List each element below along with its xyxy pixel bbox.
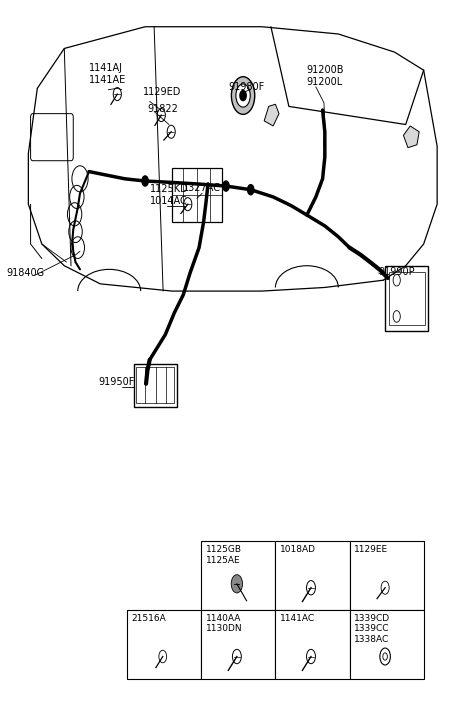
Text: 91840G: 91840G (6, 268, 44, 278)
Circle shape (142, 176, 148, 186)
Text: 1129EE: 1129EE (353, 545, 387, 554)
Circle shape (235, 84, 250, 107)
Circle shape (380, 581, 388, 594)
Text: 1339CD
1339CC
1338AC: 1339CD 1339CC 1338AC (353, 614, 389, 644)
Bar (201, 541, 275, 610)
Circle shape (239, 90, 246, 100)
Circle shape (157, 108, 165, 121)
Text: 21516A: 21516A (131, 614, 166, 623)
Text: 1125KD
1014AC: 1125KD 1014AC (149, 184, 188, 206)
Bar (385, 266, 427, 331)
Polygon shape (263, 104, 278, 126)
Bar (133, 364, 176, 407)
Circle shape (158, 650, 166, 663)
Circle shape (231, 574, 242, 593)
Circle shape (306, 649, 315, 664)
Bar (349, 541, 423, 610)
Circle shape (193, 179, 199, 189)
Text: 91980F: 91980F (228, 82, 264, 92)
Text: 1129ED: 1129ED (143, 87, 181, 97)
Text: 91950F: 91950F (98, 377, 134, 387)
Text: 91990P: 91990P (378, 267, 414, 276)
Circle shape (247, 185, 253, 195)
Bar (388, 271, 423, 325)
Text: 1125GB
1125AE: 1125GB 1125AE (205, 545, 241, 565)
Text: 1141AJ
1141AE: 1141AJ 1141AE (89, 63, 126, 84)
Circle shape (167, 125, 175, 138)
Bar (275, 610, 349, 678)
Text: 91822: 91822 (147, 104, 178, 113)
Bar (275, 541, 349, 610)
Bar (127, 610, 201, 678)
Bar (349, 610, 423, 678)
Text: 1140AA
1130DN: 1140AA 1130DN (205, 614, 242, 633)
Text: 1018AD: 1018AD (279, 545, 315, 554)
Bar (172, 168, 221, 222)
Circle shape (222, 181, 229, 191)
Circle shape (306, 581, 315, 595)
Circle shape (184, 198, 191, 211)
Circle shape (232, 649, 241, 664)
Circle shape (231, 77, 254, 114)
Text: 91200B
91200L: 91200B 91200L (306, 65, 344, 87)
Bar (201, 610, 275, 678)
Text: 1327AC: 1327AC (183, 183, 221, 193)
Polygon shape (403, 126, 418, 148)
Circle shape (113, 87, 121, 100)
Bar (136, 367, 174, 403)
FancyBboxPatch shape (31, 113, 73, 161)
Text: 1141AC: 1141AC (279, 614, 314, 623)
